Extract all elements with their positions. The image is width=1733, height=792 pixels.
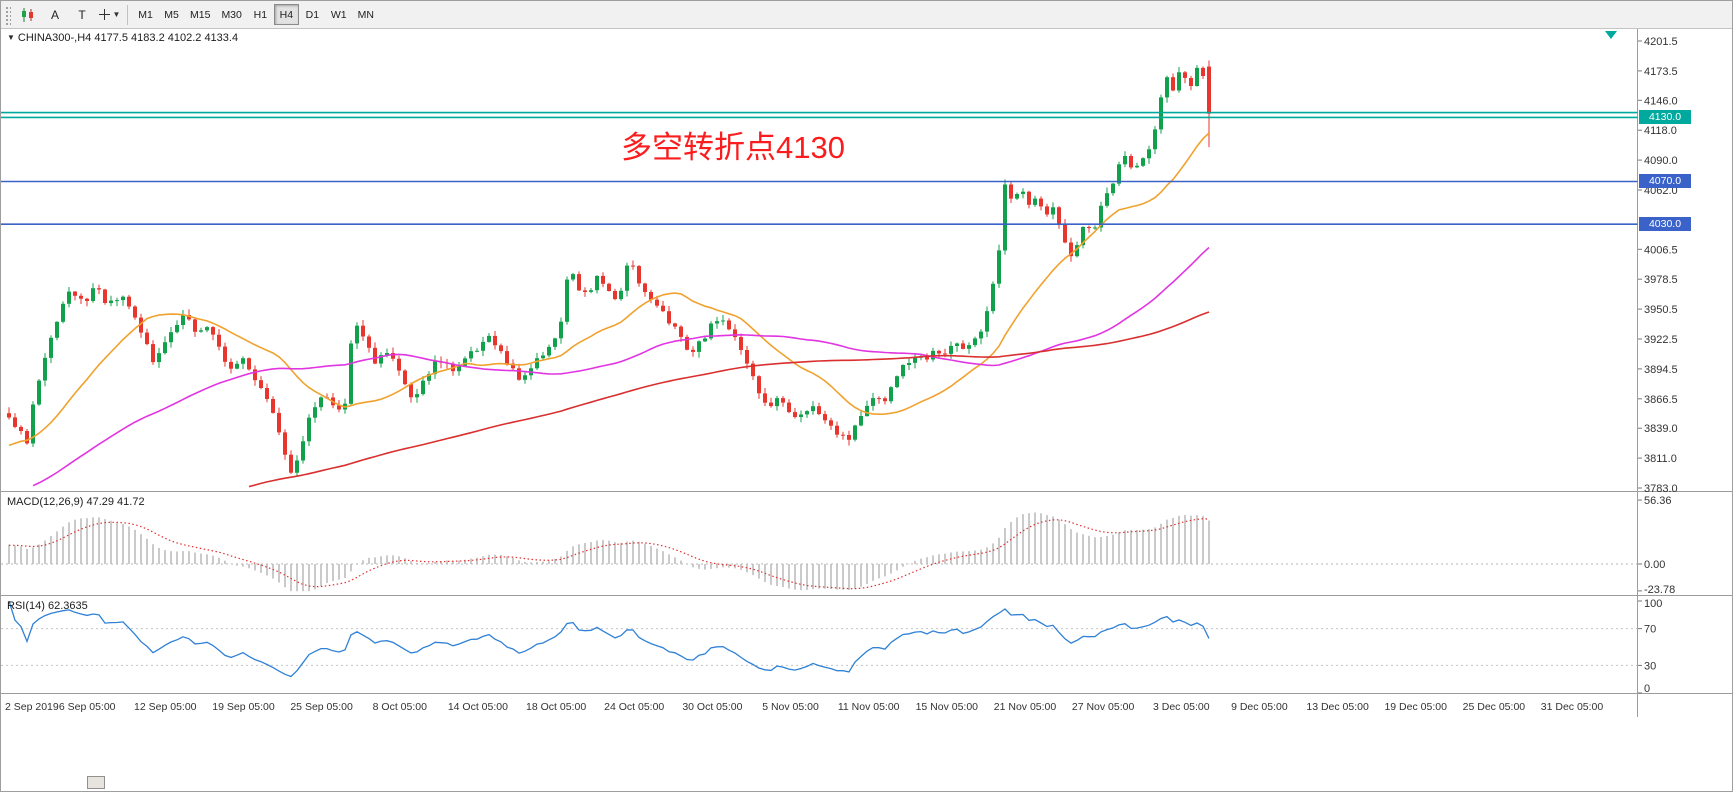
svg-text:4201.5: 4201.5 <box>1644 36 1678 48</box>
svg-text:3950.5: 3950.5 <box>1644 304 1678 316</box>
svg-text:15 Nov 05:00: 15 Nov 05:00 <box>916 701 979 713</box>
panel-dividers <box>1 29 1732 717</box>
rsi-panel-graphics <box>1 600 1638 678</box>
svg-text:3811.0: 3811.0 <box>1644 453 1677 465</box>
text-t-tool-button[interactable]: T <box>78 7 86 22</box>
tf-button-m1[interactable]: M1 <box>138 8 153 21</box>
macd-signal-line <box>9 518 1210 590</box>
toolbar-grip[interactable] <box>4 4 11 25</box>
rsi-line <box>8 600 1210 678</box>
svg-text:18 Oct 05:00: 18 Oct 05:00 <box>526 701 586 713</box>
svg-text:0.00: 0.00 <box>1644 559 1665 571</box>
rsi-indicator-label: RSI(14) 62.3635 <box>7 600 88 612</box>
svg-text:3 Dec 05:00: 3 Dec 05:00 <box>1153 701 1210 713</box>
chart-expand-icon[interactable]: ▼ <box>7 33 15 42</box>
svg-text:30 Oct 05:00: 30 Oct 05:00 <box>682 701 742 713</box>
tf-button-m30[interactable]: M30 <box>221 8 242 21</box>
svg-text:3839.0: 3839.0 <box>1644 423 1678 435</box>
svg-text:14 Oct 05:00: 14 Oct 05:00 <box>448 701 508 713</box>
tf-button-h4[interactable]: H4 <box>273 4 299 25</box>
tf-button-m15[interactable]: M15 <box>190 8 211 21</box>
tf-button-mn[interactable]: MN <box>357 8 374 21</box>
svg-text:19 Sep 05:00: 19 Sep 05:00 <box>212 701 275 713</box>
toolbar-separator <box>127 4 128 25</box>
tf-button-h1[interactable]: H1 <box>253 8 268 21</box>
time-axis[interactable]: 2 Sep 2019 6 Sep 05:00 12 Sep 05:00 19 Sep … <box>5 701 1603 713</box>
svg-text:9 Dec 05:00: 9 Dec 05:00 <box>1231 701 1288 713</box>
svg-text:21 Nov 05:00: 21 Nov 05:00 <box>994 701 1057 713</box>
svg-text:25 Dec 05:00: 25 Dec 05:00 <box>1463 701 1526 713</box>
svg-text:6 Sep 05:00: 6 Sep 05:00 <box>59 701 116 713</box>
svg-text:3783.0: 3783.0 <box>1644 483 1678 495</box>
text-a-tool-button[interactable]: A <box>50 7 59 22</box>
crosshair-icon <box>98 9 110 20</box>
quote-line: ▼ CHINA300-,H4 4177.5 4183.2 4102.2 4133.… <box>7 32 238 44</box>
svg-text:3978.5: 3978.5 <box>1644 274 1678 286</box>
svg-text:3922.5: 3922.5 <box>1644 334 1678 346</box>
svg-text:12 Sep 05:00: 12 Sep 05:00 <box>134 701 197 713</box>
quote-text: CHINA300-,H4 4177.5 4183.2 4102.2 4133.4 <box>17 32 239 44</box>
svg-text:27 Nov 05:00: 27 Nov 05:00 <box>1072 701 1135 713</box>
svg-text:2 Sep 2019: 2 Sep 2019 <box>5 701 59 713</box>
svg-text:56.36: 56.36 <box>1644 495 1672 507</box>
svg-text:100: 100 <box>1644 598 1662 610</box>
svg-text:4173.5: 4173.5 <box>1644 66 1678 78</box>
svg-text:5 Nov 05:00: 5 Nov 05:00 <box>762 701 819 713</box>
tf-button-d1[interactable]: D1 <box>305 8 320 21</box>
svg-text:11 Nov 05:00: 11 Nov 05:00 <box>838 701 900 713</box>
svg-text:24 Oct 05:00: 24 Oct 05:00 <box>604 701 664 713</box>
price-tag-4070[interactable]: 4070.0 <box>1639 174 1691 188</box>
cursor-tool-button[interactable]: ▼ <box>96 4 122 25</box>
svg-text:31 Dec 05:00: 31 Dec 05:00 <box>1541 701 1604 713</box>
svg-text:4062.0: 4062.0 <box>1644 185 1678 197</box>
svg-text:19 Dec 05:00: 19 Dec 05:00 <box>1384 701 1447 713</box>
price-tag-4030[interactable]: 4030.0 <box>1639 217 1691 231</box>
horizontal-scrollbar-thumb[interactable] <box>87 776 105 789</box>
svg-text:4090.0: 4090.0 <box>1644 155 1678 167</box>
svg-text:25 Sep 05:00: 25 Sep 05:00 <box>290 701 353 713</box>
chevron-down-icon: ▼ <box>112 10 121 19</box>
svg-text:8 Oct 05:00: 8 Oct 05:00 <box>373 701 427 713</box>
svg-text:70: 70 <box>1644 624 1656 636</box>
macd-indicator-label: MACD(12,26,9) 47.29 41.72 <box>7 496 145 508</box>
candlesticks[interactable] <box>7 60 1211 476</box>
candlestick-chart-icon-button[interactable] <box>15 4 41 25</box>
macd-histogram <box>1 512 1638 592</box>
svg-text:3866.5: 3866.5 <box>1644 394 1678 406</box>
chart-shift-marker[interactable] <box>1605 31 1617 39</box>
price-axis[interactable]: 4201.5 4173.5 4146.0 4118.0 4090.0 4062.0 4006… <box>1638 36 1678 695</box>
toolbar: A T ▼ M1 M5 M15 M30 H1 H4 D1 W1 MN <box>1 1 1732 29</box>
horizontal-level-lines[interactable] <box>1 111 1638 225</box>
svg-text:4146.0: 4146.0 <box>1644 95 1678 107</box>
price-tag-4130[interactable]: 4130.0 <box>1639 110 1691 124</box>
svg-text:4006.5: 4006.5 <box>1644 244 1678 256</box>
svg-text:30: 30 <box>1644 660 1656 672</box>
candlestick-chart-icon <box>22 7 33 22</box>
tf-button-m5[interactable]: M5 <box>164 8 179 21</box>
svg-text:-23.78: -23.78 <box>1644 584 1675 596</box>
svg-text:3894.5: 3894.5 <box>1644 364 1678 376</box>
tf-button-w1[interactable]: W1 <box>330 8 347 21</box>
svg-text:13 Dec 05:00: 13 Dec 05:00 <box>1306 701 1369 713</box>
svg-text:4118.0: 4118.0 <box>1644 125 1677 137</box>
annotation-text[interactable]: 多空转折点4130 <box>621 130 845 165</box>
svg-text:0: 0 <box>1644 683 1650 695</box>
moving-averages <box>8 132 1210 488</box>
